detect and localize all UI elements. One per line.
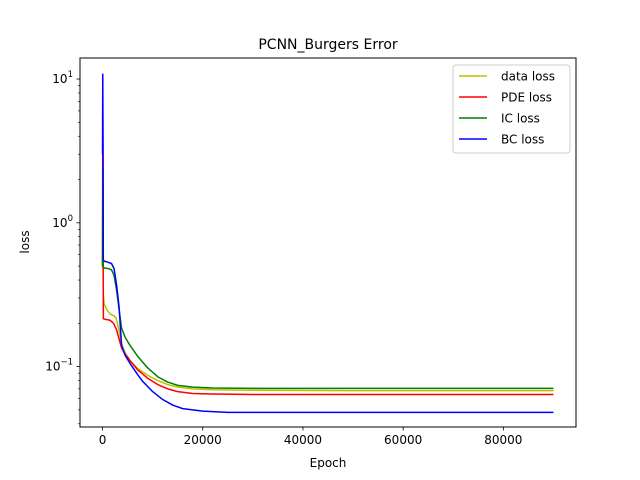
legend: data loss PDE loss IC loss BC loss bbox=[452, 64, 571, 154]
y-axis-label: loss bbox=[18, 230, 32, 253]
x-tick-label: 40000 bbox=[284, 433, 322, 447]
series-line-1 bbox=[101, 108, 554, 396]
x-tick-label: 60000 bbox=[384, 433, 422, 447]
plot-frame bbox=[79, 57, 577, 428]
legend-label-3: BC loss bbox=[501, 133, 544, 147]
x-tick-label: 20000 bbox=[184, 433, 222, 447]
x-axis-label: Epoch bbox=[310, 456, 347, 470]
series-line-3 bbox=[101, 73, 554, 414]
x-axis: 0 20000 40000 60000 80000 bbox=[99, 427, 522, 447]
legend-box bbox=[452, 64, 571, 154]
x-tick-label: 0 bbox=[99, 433, 107, 447]
x-tick-label: 80000 bbox=[484, 433, 522, 447]
chart-title: PCNN_Burgers Error bbox=[258, 37, 398, 53]
series-layer bbox=[101, 73, 554, 414]
series-line-2 bbox=[101, 164, 554, 390]
legend-label-1: PDE loss bbox=[501, 91, 552, 105]
legend-label-0: data loss bbox=[501, 70, 555, 84]
legend-label-2: IC loss bbox=[501, 112, 540, 126]
